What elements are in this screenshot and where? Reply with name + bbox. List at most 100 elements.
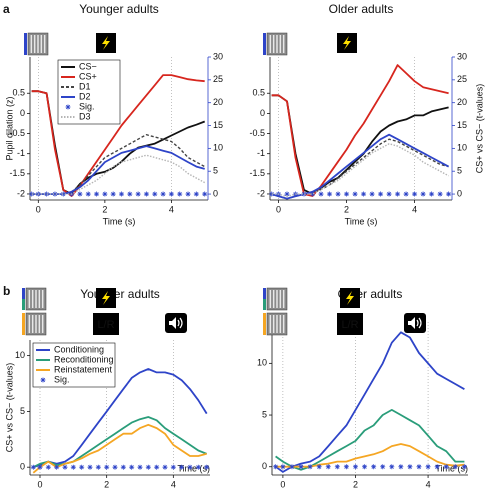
series-line [271,64,449,197]
sig-marker [420,191,426,197]
y2-axis-label: CS+ vs CS− (t-values) [474,84,484,174]
sig-marker [443,464,449,470]
series-line [31,154,206,195]
lr-icon [337,313,363,335]
sig-marker [177,191,183,197]
y2-tick-label: 30 [213,51,223,61]
y-tick-label: 0.5 [252,88,265,98]
sig-marker [129,464,135,470]
sig-marker [104,464,110,470]
y-axis-label: Pupil dilation (z) [4,96,14,160]
series-line [275,443,465,468]
y2-tick-label: 10 [213,143,223,153]
sig-marker [416,464,422,470]
cs-bar [24,33,27,55]
y-tick-label: 5 [20,406,25,416]
sig-marker [79,464,85,470]
y-tick-label: -2 [257,188,265,198]
sig-marker [195,464,201,470]
y-tick-label: -0.5 [249,128,265,138]
sig-marker [154,464,160,470]
sig-marker [378,191,384,197]
x-tick-label: 4 [426,479,431,489]
y-tick-label: -2 [17,188,25,198]
sig-marker [118,191,124,197]
x-axis-label: Time (s) [103,216,136,226]
sig-marker [185,191,191,197]
y-tick-label: -1 [17,148,25,158]
sig-marker [127,191,133,197]
y-tick-label: 0 [20,108,25,118]
y-tick-label: -0.5 [9,128,25,138]
x-axis-label: Time (s) [345,216,378,226]
sig-marker [362,464,368,470]
sig-marker [143,191,149,197]
y-tick-label: 10 [15,350,25,360]
sig-marker [168,191,174,197]
sig-marker [95,464,101,470]
sig-marker [160,191,166,197]
cs-bar [263,288,266,299]
legend-label: CS+ [79,71,97,81]
x-tick-label: 2 [353,479,358,489]
sig-marker [284,191,290,197]
series-line [275,409,465,471]
y2-tick-label: 10 [457,143,467,153]
sig-marker [137,464,143,470]
sig-marker [85,191,91,197]
sig-marker [434,464,440,470]
sig-marker [395,191,401,197]
sig-marker [437,191,443,197]
sig-marker [361,191,367,197]
legend-label: Reinstatement [54,364,113,374]
sig-marker [327,191,333,197]
y2-tick-label: 15 [457,120,467,130]
series-line [275,331,465,473]
y-tick-label: 0 [260,108,265,118]
legend-label: Sig. [54,374,70,384]
sig-marker [301,191,307,197]
x-axis-label: Time (s) [435,463,468,473]
chart-title: Younger adults [80,287,160,301]
sig-marker [29,191,35,197]
sig-marker [461,464,467,470]
panel-label: b [3,284,10,298]
speaker [169,317,176,329]
chart-title: Older adults [329,2,394,16]
chart-title: Younger adults [79,2,159,16]
y2-tick-label: 30 [457,51,467,61]
sig-marker [452,464,458,470]
sig-marker [307,464,313,470]
x-tick-label: 0 [280,479,285,489]
sig-marker [369,191,375,197]
y2-tick-label: 0 [457,188,462,198]
sig-marker [398,464,404,470]
y2-tick-label: 20 [213,97,223,107]
y-tick-label: 0.5 [12,88,25,98]
sig-marker [120,464,126,470]
sig-marker [325,464,331,470]
cs-bar [263,313,266,335]
x-axis-label: Time (s) [177,463,210,473]
sig-marker [145,464,151,470]
y2-tick-label: 25 [457,74,467,84]
sig-marker [40,377,46,383]
sig-marker [289,464,295,470]
lr-label: L/R [341,319,358,331]
series-line [271,133,450,200]
y-tick-label: -1.5 [9,168,25,178]
shock-bolt [343,36,351,50]
lr-label: L/R [97,319,114,331]
sig-marker [380,464,386,470]
sig-marker [52,191,58,197]
legend-label: D2 [79,91,91,101]
sig-marker [87,464,93,470]
y2-tick-label: 25 [213,74,223,84]
sig-marker [37,464,43,470]
lr-icon [93,313,119,335]
sig-marker [352,191,358,197]
sound-wave [177,317,183,329]
sig-marker [425,464,431,470]
sig-marker [344,191,350,197]
